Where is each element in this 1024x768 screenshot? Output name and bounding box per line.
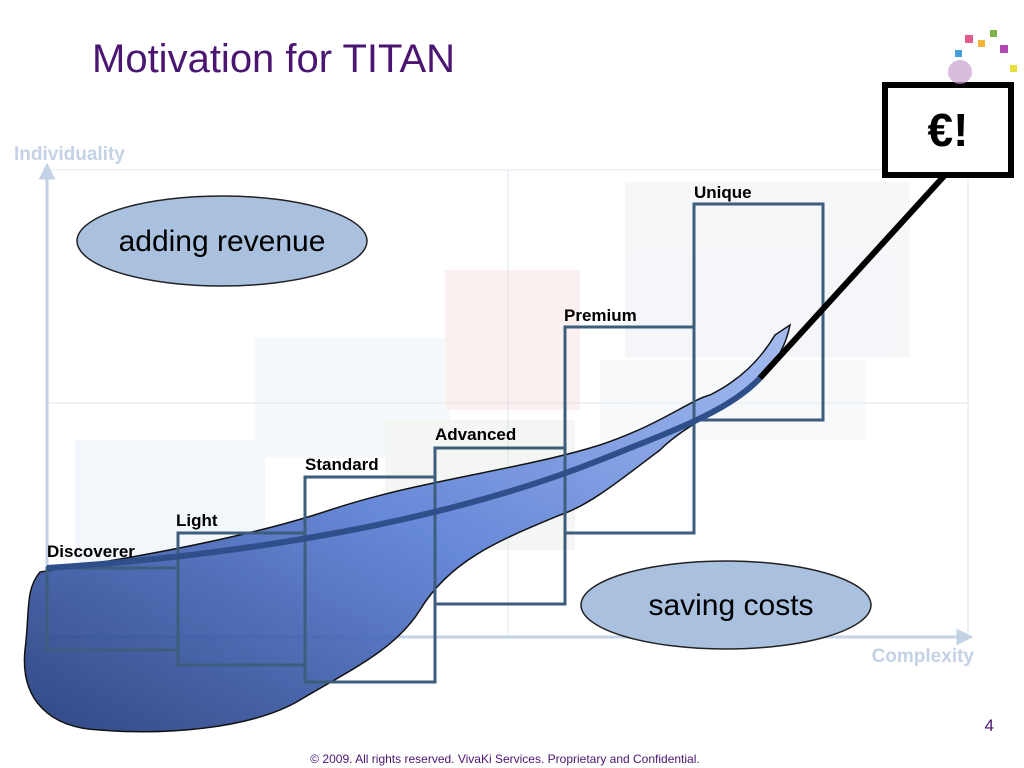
badge-box (882, 82, 1014, 178)
slide-title: Motivation for TITAN (92, 37, 455, 81)
level-label: Standard (305, 455, 379, 474)
x-axis-label: Complexity (872, 646, 975, 667)
level-label: Advanced (435, 425, 516, 444)
page-number: 4 (985, 716, 994, 735)
price-line (757, 172, 948, 381)
callout-text: adding revenue (119, 225, 326, 258)
callout-oval (76, 195, 368, 287)
badge-text: €! (928, 104, 969, 156)
callout-text: saving costs (648, 589, 813, 622)
growth-curve (46, 375, 763, 571)
growth-blob (23, 323, 792, 733)
level-label: Premium (564, 306, 637, 325)
level-label: Light (176, 511, 218, 530)
level-boxes (45, 202, 825, 684)
footer: © 2009. All rights reserved. VivaKi Serv… (310, 752, 699, 766)
level-label: Unique (694, 183, 752, 202)
level-label: Discoverer (47, 542, 135, 561)
logo (948, 30, 1017, 84)
y-axis-label: Individuality (14, 144, 125, 165)
callout-oval (580, 560, 872, 650)
